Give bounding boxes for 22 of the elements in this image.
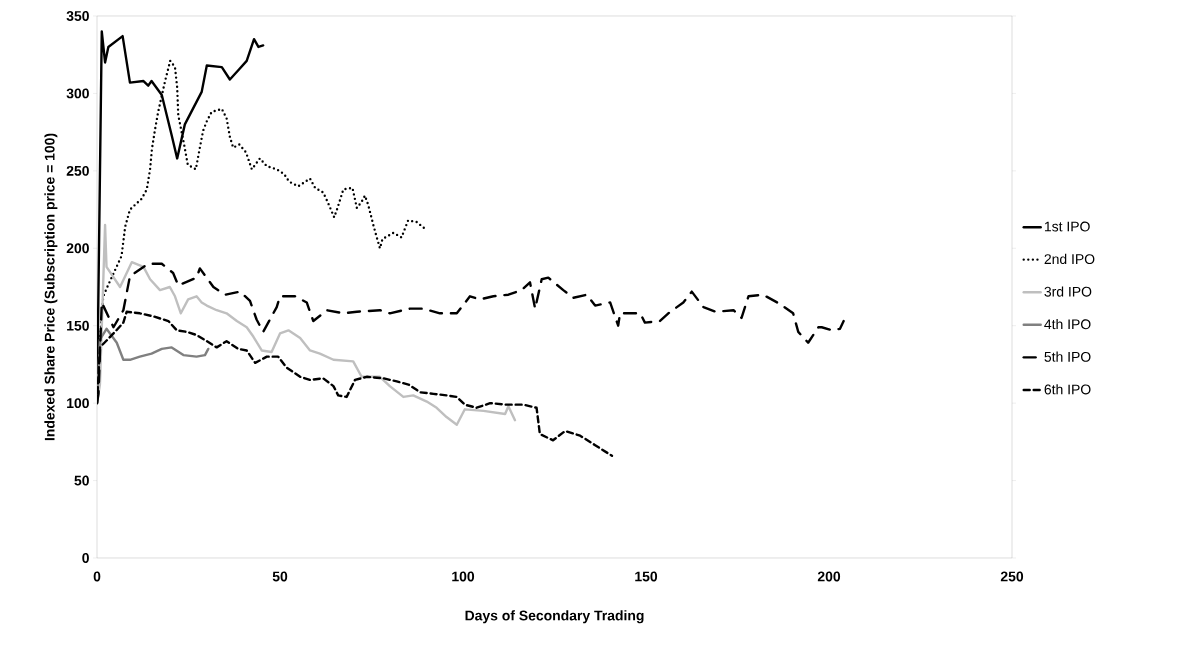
x-tick-label: 150 [635,571,658,582]
y-tick-label: 300 [66,88,89,99]
y-tick-label: 350 [66,11,89,21]
y-tick-label: 0 [82,553,89,563]
legend-label: 3rd IPO [1044,286,1092,297]
x-tick-label: 50 [272,571,288,582]
legend-label: 5th IPO [1044,351,1091,362]
y-axis-title: Indexed Share Price (Subscription price = 100) [44,133,58,441]
x-tick-label: 100 [452,571,475,582]
y-tick-label: 150 [67,320,89,331]
x-axis-title: Days of Secondary Trading [465,610,644,624]
x-tick-label: 200 [817,571,841,582]
legend-label: 1st IPO [1044,221,1090,232]
x-tick-label: 0 [93,571,101,582]
y-tick-label: 100 [67,398,89,409]
y-tick-label: 50 [74,475,89,486]
legend-label: 4th IPO [1044,318,1091,330]
x-tick-label: 250 [1000,571,1024,582]
y-tick-label: 250 [66,165,89,176]
y-tick-label: 200 [66,243,89,254]
legend-label: 6th IPO [1044,384,1091,395]
legend-label: 2nd IPO [1044,253,1095,265]
